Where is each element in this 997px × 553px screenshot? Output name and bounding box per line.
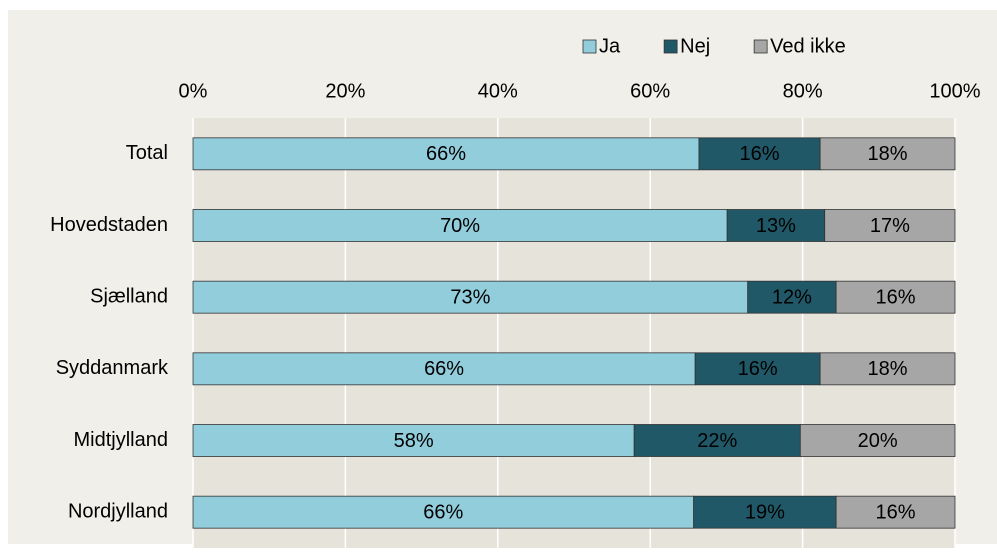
data-label: 20%: [858, 430, 898, 452]
bar-segment: [824, 209, 956, 242]
data-label: 16%: [740, 143, 780, 165]
y-tick-label: Syddanmark: [56, 357, 169, 379]
bar-segment: [633, 424, 801, 457]
x-tick-label: 0%: [179, 80, 208, 102]
legend-swatch: [582, 39, 597, 54]
data-label: 16%: [876, 501, 916, 523]
bar-segment: [726, 209, 826, 242]
data-label: 66%: [426, 143, 466, 165]
legend-swatch: [663, 39, 678, 54]
x-tick-label: 80%: [783, 80, 823, 102]
data-label: 16%: [738, 358, 778, 380]
bar-segment: [819, 137, 956, 171]
y-tick-label: Sjælland: [90, 285, 168, 307]
bar-segment: [799, 424, 956, 457]
data-label: 66%: [423, 501, 463, 523]
bar-segment: [835, 495, 956, 529]
bar-segment: [192, 209, 728, 242]
data-label: 73%: [450, 286, 490, 308]
legend-swatch: [753, 39, 768, 54]
bar-segment: [819, 352, 956, 386]
data-label: 18%: [868, 358, 908, 380]
bar-segment: [192, 352, 696, 386]
bar-segment: [747, 280, 837, 314]
plot-area: [193, 118, 955, 548]
bar-segment: [694, 352, 821, 386]
legend-label: Ved ikke: [770, 35, 846, 57]
bar-segment: [192, 280, 749, 314]
data-label: 22%: [697, 430, 737, 452]
x-tick-label: 20%: [325, 80, 365, 102]
data-label: 70%: [440, 215, 480, 237]
x-tick-label: 100%: [929, 80, 980, 102]
bar-segment: [192, 495, 695, 529]
y-tick-label: Total: [126, 142, 168, 164]
x-tick-label: 60%: [630, 80, 670, 102]
data-label: 12%: [772, 286, 812, 308]
legend-label: Nej: [680, 35, 710, 57]
data-label: 13%: [756, 215, 796, 237]
bar-segment: [698, 137, 821, 171]
bar-segment: [192, 424, 635, 457]
y-tick-label: Nordjylland: [68, 500, 168, 522]
data-label: 17%: [870, 215, 910, 237]
legend-label: Ja: [599, 35, 621, 57]
data-label: 58%: [394, 430, 434, 452]
bar-segment: [693, 495, 837, 529]
data-label: 18%: [868, 143, 908, 165]
data-label: 66%: [424, 358, 464, 380]
data-label: 16%: [876, 286, 916, 308]
y-tick-label: Midtjylland: [74, 429, 168, 451]
bar-segment: [835, 280, 956, 314]
data-label: 19%: [745, 501, 785, 523]
y-tick-label: Hovedstaden: [50, 214, 168, 236]
x-tick-label: 40%: [478, 80, 518, 102]
